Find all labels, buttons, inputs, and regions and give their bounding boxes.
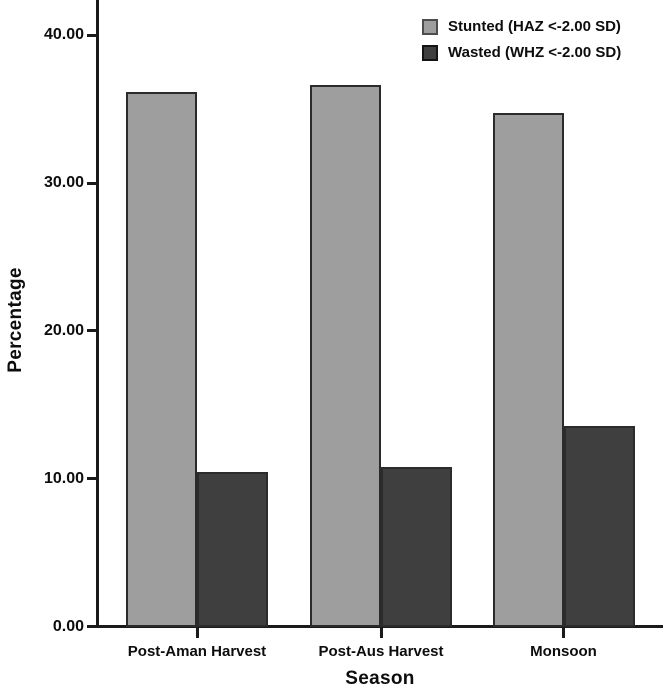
y-tick-mark	[87, 625, 97, 628]
legend-swatch-icon	[422, 18, 438, 35]
x-tick-mark	[195, 628, 199, 638]
legend-label: Wasted (WHZ <-2.00 SD)	[448, 44, 622, 61]
legend-label: Stunted (HAZ <-2.00 SD)	[448, 18, 621, 35]
bar-wasted-1	[197, 472, 268, 627]
y-axis-title: Percentage	[5, 267, 26, 373]
bar-wasted-2	[381, 467, 452, 627]
legend-swatch-icon	[422, 44, 438, 61]
legend-item: Stunted (HAZ <-2.00 SD)	[422, 18, 621, 35]
y-tick-label: 40.00	[43, 26, 84, 44]
legend: Stunted (HAZ <-2.00 SD) Wasted (WHZ <-2.0…	[422, 18, 621, 70]
x-tick-mark	[379, 628, 383, 638]
bar-wasted-3	[563, 426, 635, 627]
x-tick-label: Monsoon	[530, 643, 597, 660]
x-tick-mark	[562, 628, 565, 638]
y-tick-label: 20.00	[43, 321, 84, 339]
y-tick-label: 10.00	[43, 469, 84, 487]
bar-stunted-3	[492, 113, 564, 627]
x-axis-title: Season	[345, 668, 415, 689]
y-tick-mark	[87, 33, 97, 37]
y-tick-label: 30.00	[43, 174, 84, 192]
y-tick-mark	[87, 181, 97, 185]
bar-stunted-1	[126, 92, 197, 627]
x-tick-label: Post-Aman Harvest	[127, 643, 267, 660]
x-tick-label: Post-Aus Harvest	[318, 643, 444, 660]
y-tick-mark	[87, 477, 97, 481]
y-tick-mark	[87, 329, 97, 333]
y-axis-line	[96, 0, 99, 628]
legend-item: Wasted (WHZ <-2.00 SD)	[422, 44, 621, 61]
y-tick-label: 0.00	[52, 617, 84, 635]
bar-stunted-2	[310, 85, 381, 627]
